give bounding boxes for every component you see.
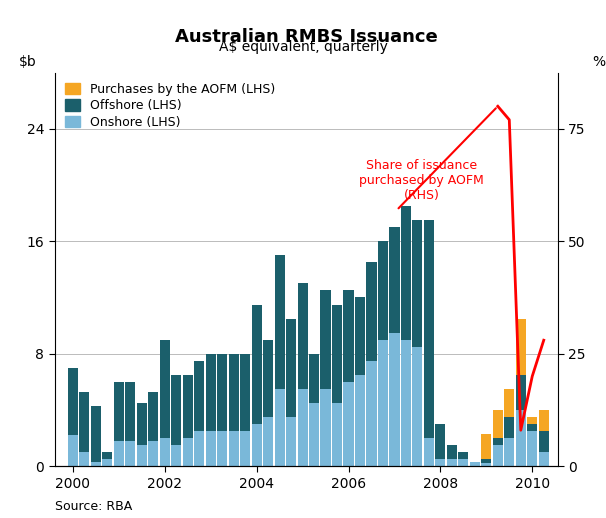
Bar (137, 445, 147, 466)
Bar (516, 410, 526, 466)
Bar (481, 464, 491, 466)
Bar (493, 445, 503, 466)
Text: Share of issuance
purchased by AOFM
(RHS): Share of issuance purchased by AOFM (RHS… (359, 159, 484, 202)
Bar (79, 452, 90, 466)
Bar (217, 354, 227, 431)
Text: Source: RBA: Source: RBA (55, 500, 132, 513)
Bar (539, 431, 549, 452)
Bar (367, 262, 376, 361)
Bar (263, 340, 273, 417)
Bar (458, 452, 468, 459)
Bar (263, 417, 273, 466)
Bar (401, 340, 411, 466)
Text: $b: $b (19, 54, 37, 68)
Bar (194, 361, 204, 431)
Bar (251, 424, 262, 466)
Bar (527, 424, 538, 431)
Bar (205, 431, 216, 466)
Bar (102, 452, 113, 459)
Bar (539, 410, 549, 431)
Bar (182, 438, 193, 466)
Text: %: % (593, 54, 606, 68)
Bar (240, 431, 250, 466)
Bar (516, 375, 526, 410)
Bar (332, 403, 342, 466)
Bar (378, 340, 388, 466)
Bar (527, 417, 538, 424)
Bar (390, 227, 399, 333)
Bar (481, 459, 491, 464)
Bar (68, 368, 78, 435)
Bar (68, 435, 78, 466)
Bar (102, 459, 113, 466)
Bar (79, 392, 90, 452)
Bar (217, 431, 227, 466)
Bar (228, 431, 239, 466)
Bar (527, 431, 538, 466)
Bar (470, 462, 480, 466)
Bar (171, 445, 181, 466)
Bar (344, 382, 353, 466)
Bar (321, 291, 331, 389)
Bar (194, 431, 204, 466)
Bar (447, 445, 457, 459)
Text: A$ equivalent, quarterly: A$ equivalent, quarterly (219, 40, 387, 54)
Title: Australian RMBS Issuance: Australian RMBS Issuance (175, 28, 438, 46)
Bar (435, 424, 445, 459)
Bar (275, 255, 285, 389)
Bar (298, 389, 308, 466)
Bar (251, 305, 262, 424)
Bar (137, 403, 147, 445)
Bar (378, 241, 388, 340)
Bar (435, 459, 445, 466)
Bar (321, 389, 331, 466)
Bar (412, 220, 422, 347)
Bar (160, 438, 170, 466)
Bar (424, 438, 434, 466)
Bar (516, 319, 526, 375)
Bar (412, 347, 422, 466)
Bar (228, 354, 239, 431)
Bar (504, 438, 514, 466)
Bar (125, 441, 135, 466)
Bar (390, 333, 399, 466)
Bar (114, 441, 124, 466)
Bar (401, 206, 411, 340)
Bar (148, 392, 158, 441)
Bar (447, 459, 457, 466)
Bar (481, 434, 491, 459)
Bar (355, 297, 365, 375)
Bar (504, 417, 514, 438)
Bar (240, 354, 250, 431)
Bar (91, 406, 101, 462)
Bar (309, 403, 319, 466)
Bar (504, 389, 514, 417)
Bar (344, 291, 353, 382)
Bar (539, 452, 549, 466)
Bar (309, 354, 319, 403)
Bar (458, 459, 468, 466)
Bar (424, 220, 434, 438)
Bar (160, 340, 170, 438)
Bar (275, 389, 285, 466)
Bar (367, 361, 376, 466)
Bar (182, 375, 193, 438)
Bar (148, 441, 158, 466)
Bar (355, 375, 365, 466)
Legend: Purchases by the AOFM (LHS), Offshore (LHS), Onshore (LHS): Purchases by the AOFM (LHS), Offshore (L… (61, 79, 279, 133)
Bar (286, 417, 296, 466)
Bar (205, 354, 216, 431)
Bar (493, 438, 503, 445)
Bar (125, 382, 135, 441)
Bar (493, 410, 503, 438)
Bar (298, 283, 308, 389)
Bar (114, 382, 124, 441)
Bar (332, 305, 342, 403)
Bar (91, 462, 101, 466)
Bar (171, 375, 181, 445)
Bar (286, 319, 296, 417)
